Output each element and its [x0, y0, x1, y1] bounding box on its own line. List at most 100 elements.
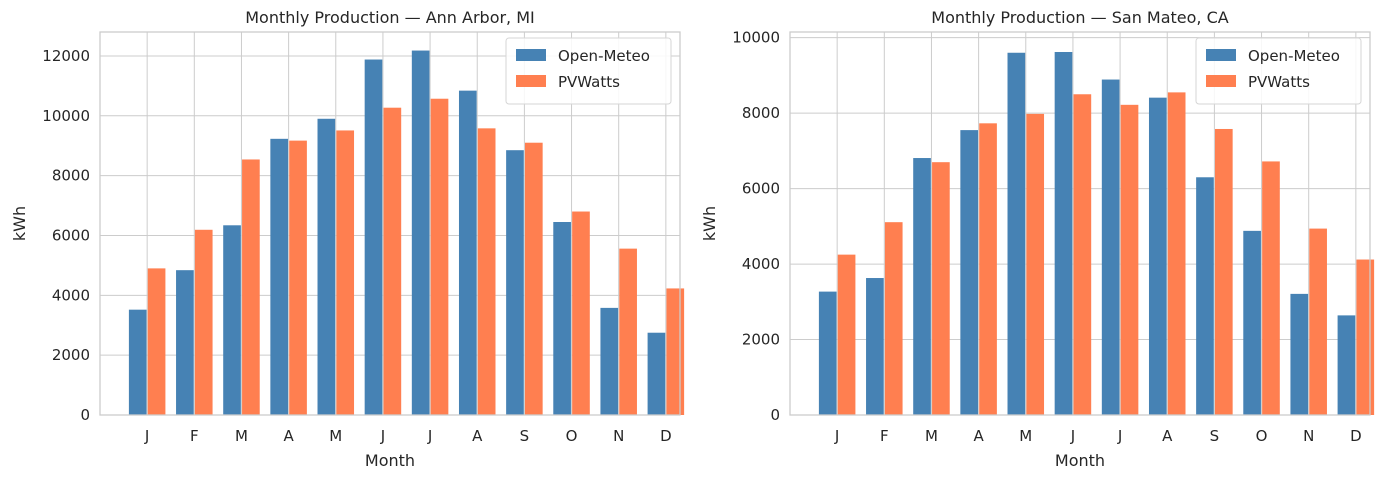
x-tick-label: M	[1019, 427, 1032, 445]
bar-pvwatts	[884, 222, 903, 415]
chart-title: Monthly Production — Ann Arbor, MI	[245, 8, 535, 27]
x-tick-label: D	[1350, 427, 1362, 445]
bar-pvwatts	[666, 288, 685, 415]
bar-pvwatts	[1262, 161, 1280, 415]
bar-open-meteo	[458, 90, 477, 415]
bar-open-meteo	[506, 150, 524, 415]
bar-pvwatts	[242, 159, 260, 415]
bar-open-meteo	[1290, 293, 1309, 415]
y-tick-label: 0	[770, 406, 780, 424]
bar-pvwatts	[524, 142, 543, 415]
bar-pvwatts	[837, 254, 856, 415]
bar-open-meteo	[866, 278, 884, 415]
chart-san-mateo: 0 2000 4000 6000 8000 10000 J F M A M J J A S O N D Monthl…	[700, 8, 1375, 470]
bar-pvwatts	[430, 98, 449, 416]
bar-open-meteo	[818, 291, 837, 415]
x-tick-label: N	[1303, 427, 1314, 445]
y-tick-label: 4000	[742, 255, 780, 273]
chart-ann-arbor: 0 2000 4000 6000 8000 10000 12000 J F M A M J J A S O N D M…	[10, 8, 685, 470]
bar-open-meteo	[270, 138, 289, 415]
x-tick-label: N	[613, 427, 624, 445]
legend-swatch	[1206, 49, 1236, 61]
bar-open-meteo	[647, 332, 666, 415]
bar-open-meteo	[1148, 97, 1167, 416]
bar-open-meteo	[364, 59, 383, 415]
bar-open-meteo	[1054, 51, 1073, 415]
bar-pvwatts	[477, 128, 496, 415]
bar-open-meteo	[1337, 315, 1356, 415]
y-tick-label: 2000	[742, 331, 780, 349]
y-axis-label: kWh	[700, 206, 719, 241]
bar-open-meteo	[913, 158, 931, 415]
bar-pvwatts	[979, 123, 997, 415]
legend: Open-Meteo PVWatts	[1195, 37, 1362, 105]
bar-pvwatts	[383, 107, 402, 416]
x-tick-label: J	[834, 427, 839, 445]
x-tick-label: A	[283, 427, 294, 445]
bar-open-meteo	[1007, 52, 1026, 415]
x-tick-label: J	[144, 427, 149, 445]
legend-label: Open-Meteo	[1248, 47, 1340, 65]
y-tick-label: 6000	[52, 226, 90, 244]
y-tick-label: 8000	[52, 167, 90, 185]
x-tick-label: J	[1070, 427, 1075, 445]
bar-open-meteo	[128, 309, 147, 415]
bar-pvwatts	[194, 229, 213, 415]
y-tick-label: 12000	[42, 47, 90, 65]
x-tick-label: M	[329, 427, 342, 445]
legend-swatch	[516, 75, 546, 87]
x-tick-label: S	[1210, 427, 1220, 445]
bar-open-meteo	[600, 307, 619, 415]
x-tick-label: O	[566, 427, 578, 445]
y-tick-label: 10000	[732, 29, 780, 47]
bar-open-meteo	[960, 130, 979, 415]
bar-pvwatts	[147, 268, 166, 415]
legend-box	[505, 37, 672, 105]
y-axis-label: kWh	[10, 206, 29, 241]
x-tick-label: A	[973, 427, 984, 445]
bar-pvwatts	[336, 130, 355, 415]
x-tick-label: A	[472, 427, 483, 445]
x-tick-label: M	[925, 427, 938, 445]
chart-title: Monthly Production — San Mateo, CA	[931, 8, 1228, 27]
bar-open-meteo	[553, 222, 571, 415]
y-tick-label: 4000	[52, 286, 90, 304]
bar-pvwatts	[932, 162, 950, 415]
bar-open-meteo	[317, 118, 336, 415]
plot-frame	[99, 31, 681, 416]
plot-frame	[789, 31, 1371, 416]
bar-pvwatts	[1026, 113, 1045, 416]
legend-swatch	[1206, 75, 1236, 87]
x-tick-label: F	[880, 427, 889, 445]
bar-open-meteo	[176, 270, 194, 415]
bar-pvwatts	[619, 248, 637, 415]
x-tick-label: O	[1256, 427, 1268, 445]
bar-open-meteo	[1196, 177, 1214, 415]
x-axis-label: Month	[1055, 451, 1105, 470]
y-tick-label: 10000	[42, 107, 90, 125]
bar-pvwatts	[1309, 228, 1327, 415]
y-tick-label: 8000	[742, 104, 780, 122]
legend-label: PVWatts	[1248, 73, 1310, 91]
x-tick-label: F	[190, 427, 199, 445]
legend: Open-Meteo PVWatts	[505, 37, 672, 105]
legend-box	[1195, 37, 1362, 105]
legend-label: PVWatts	[558, 73, 620, 91]
bar-pvwatts	[1073, 94, 1092, 416]
bar-pvwatts	[1214, 128, 1233, 415]
y-tick-label: 6000	[742, 180, 780, 198]
bar-pvwatts	[1167, 92, 1186, 415]
bar-pvwatts	[572, 211, 590, 415]
bar-open-meteo	[1243, 230, 1261, 415]
y-tick-label: 0	[80, 406, 90, 424]
bar-pvwatts	[1120, 104, 1139, 415]
bar-open-meteo	[1101, 79, 1120, 415]
x-tick-label: D	[660, 427, 672, 445]
bar-pvwatts	[289, 140, 307, 416]
x-tick-label: M	[235, 427, 248, 445]
x-tick-label: A	[1162, 427, 1173, 445]
x-tick-label: J	[380, 427, 385, 445]
y-tick-label: 2000	[52, 346, 90, 364]
x-axis-label: Month	[365, 451, 415, 470]
x-tick-label: J	[427, 427, 432, 445]
